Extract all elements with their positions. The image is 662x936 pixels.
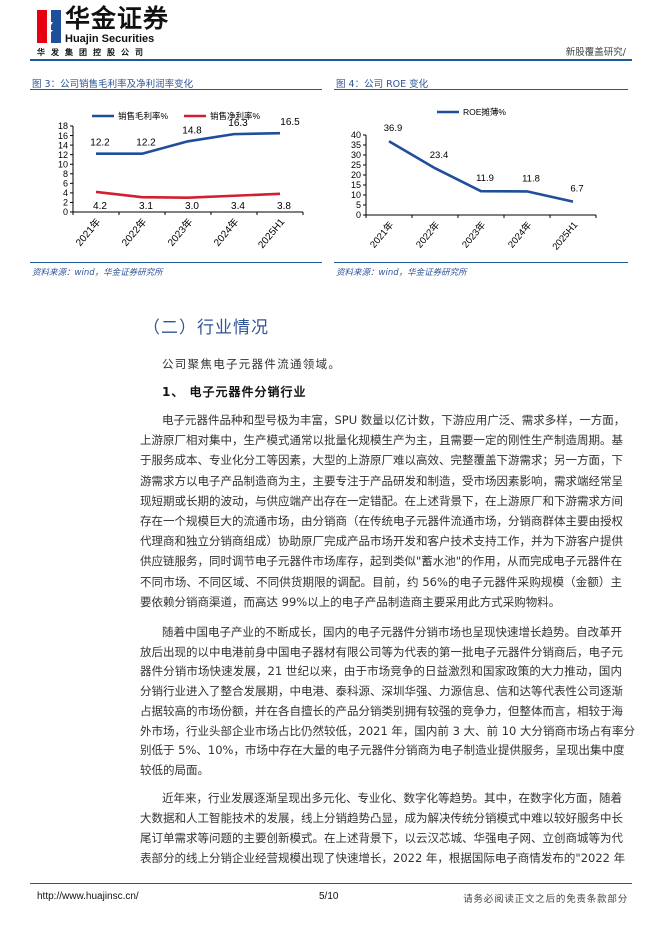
x-tick-label: 2022年 bbox=[119, 216, 150, 249]
figure-3-title: 图 3：公司销售毛利率及净利润率变化 bbox=[32, 79, 194, 90]
data-label: 12.2 bbox=[90, 138, 110, 149]
paragraph-line: 随着中国电子产业的不断成长，国内的电子元器件分销市场也呈现快速增长趋势。自改革开 bbox=[162, 625, 622, 639]
data-label: 3.4 bbox=[231, 201, 245, 212]
y-tick-label: 0 bbox=[356, 210, 361, 220]
paragraph-line: 尾订单需求等问题的主要创新模式。在上述背景下，以云汉芯城、华强电子网、立创商城等… bbox=[140, 831, 623, 845]
y-tick-label: 12 bbox=[58, 150, 68, 160]
data-label: 14.8 bbox=[182, 125, 202, 136]
paragraph-line: 要依赖分销商渠道，而高达 99%以上的电子产品制造商主要采用此方式采购物料。 bbox=[140, 594, 561, 609]
y-tick-label: 14 bbox=[58, 140, 68, 150]
huajin-logo-icon bbox=[37, 10, 61, 43]
x-tick-label: 2022年 bbox=[413, 219, 442, 251]
x-tick-label: 2025H1 bbox=[256, 217, 287, 251]
figure-3-source-rule bbox=[30, 262, 322, 263]
y-tick-label: 20 bbox=[351, 170, 361, 180]
data-label: 23.4 bbox=[430, 150, 449, 161]
data-label: 3.0 bbox=[185, 201, 199, 212]
y-tick-label: 4 bbox=[63, 188, 68, 198]
figure-4-title-rule bbox=[334, 89, 628, 90]
data-label: 11.8 bbox=[522, 173, 540, 184]
paragraph-line: 器件分销市场快速发展，21 世纪以来，由于市场竞争的日益激烈和国家政策的大力推动… bbox=[140, 664, 622, 679]
paragraph-line: 于服务成本、专业化分工等因素，大型的上游原厂难以高效、完整覆盖下游需求；另一方面… bbox=[140, 453, 623, 468]
brand-name-en: Huajin Securities bbox=[65, 33, 155, 45]
y-tick-label: 10 bbox=[351, 190, 361, 200]
paragraph-line: 电子元器件品种和型号极为丰富，SPU 数量以亿计数，下游应用广泛、需求多样，一方… bbox=[162, 413, 626, 427]
y-tick-label: 10 bbox=[58, 159, 68, 169]
footer-rule bbox=[30, 883, 632, 884]
brand-name-cn: 华金证券 bbox=[65, 4, 170, 33]
figure-3-source: 资料来源：wind，华金证券研究所 bbox=[32, 268, 163, 278]
x-tick-label: 2023年 bbox=[459, 219, 488, 251]
paragraph-line: 存在一个规模巨大的流通市场，由分销商（在传统电子元器件流通市场，分销商群体主要由… bbox=[140, 514, 623, 528]
data-label: 3.8 bbox=[277, 201, 291, 212]
paragraph-line: 大数据和人工智能技术的发展，线上分销趋势凸显，成为解决传统分销模式中难以较好服务… bbox=[140, 811, 623, 825]
y-tick-label: 30 bbox=[351, 150, 361, 160]
paragraph-line: 外市场，行业头部企业市场占比仍然较低，2021 年，国内前 3 大、前 10 大… bbox=[140, 723, 635, 738]
y-tick-label: 0 bbox=[63, 207, 68, 217]
section-intro: 公司聚焦电子元器件流通领域。 bbox=[162, 357, 342, 371]
data-label: 16.5 bbox=[280, 117, 300, 128]
data-label: 12.2 bbox=[136, 138, 156, 149]
y-tick-label: 15 bbox=[351, 180, 361, 190]
paragraph-line: 供应链服务，同时调节电子元器件市场库存，起到类似"蓄水池"的作用，从而完成电子元… bbox=[140, 554, 623, 569]
y-tick-label: 18 bbox=[58, 121, 68, 131]
paragraph-line: 不同市场、不同区域、不同供货期限的调配。目前，约 56%的电子元器件采购规模（金… bbox=[140, 574, 622, 589]
x-tick-label: 2023年 bbox=[165, 216, 196, 249]
y-tick-label: 8 bbox=[63, 169, 68, 179]
y-tick-label: 6 bbox=[63, 179, 68, 189]
data-label: 4.2 bbox=[93, 201, 107, 212]
paragraph-line: 分销行业进入了整合发展期，中电港、泰科源、深圳华强、力源信息、信和达等代表性公司… bbox=[140, 684, 623, 699]
paragraph-line: 现短期或长期的波动，与供应端产出存在一定错配。在上述背景下，在上游原厂和下游需求… bbox=[140, 493, 623, 508]
y-tick-label: 2 bbox=[63, 198, 68, 208]
paragraph-line: 表部分的线上分销企业经营规模出现了快速增长，2022 年，根据国际电子商情发布的… bbox=[140, 851, 626, 865]
report-type: 新股覆盖研究/ bbox=[565, 47, 626, 58]
data-label: 16.3 bbox=[228, 118, 248, 129]
section-heading: （二）行业情况 bbox=[143, 318, 269, 338]
figure-4-title: 图 4：公司 ROE 变化 bbox=[336, 79, 429, 90]
figure-4-source: 资料来源：wind，华金证券研究所 bbox=[336, 268, 467, 278]
paragraph-line: 较低的局面。 bbox=[140, 762, 209, 777]
y-tick-label: 40 bbox=[351, 130, 361, 140]
series-line bbox=[388, 140, 574, 203]
x-tick-label: 2024年 bbox=[505, 219, 534, 251]
brand-group: 华发集团控股公司 bbox=[37, 48, 149, 57]
paragraph-line: 近年来，行业发展逐渐呈现出多元化、专业化、数字化等趋势。其中，在数字化方面，随着 bbox=[162, 791, 622, 805]
y-tick-label: 5 bbox=[356, 200, 361, 210]
paragraph-line: 游需求方以电子产品制造商为主，主要专注于产品研发和制造，受市场因素影响，需求端经… bbox=[140, 473, 623, 488]
footer-url[interactable]: http://www.huajinsc.cn/ bbox=[37, 891, 139, 902]
y-tick-label: 25 bbox=[351, 160, 361, 170]
footer-disclaimer: 请务必阅读正文之后的免责条款部分 bbox=[463, 894, 628, 905]
data-label: 36.9 bbox=[384, 123, 403, 134]
series-line bbox=[95, 190, 281, 199]
paragraph-line: 代理商和独立分销商组成）协助原厂完成产品市场开发和客户技术支持工作，并为下游客户… bbox=[140, 534, 623, 549]
legend-label: ROE摊薄% bbox=[463, 107, 506, 117]
data-label: 3.1 bbox=[139, 201, 153, 212]
x-tick-label: 2021年 bbox=[73, 216, 104, 249]
paragraph-line: 别低于 5%、10%，市场中存在大量的电子元器件分销商为电子制造业提供服务，呈现… bbox=[140, 743, 625, 758]
subsection-heading: 1、 电子元器件分销行业 bbox=[162, 385, 307, 399]
x-tick-label: 2021年 bbox=[367, 219, 396, 251]
x-tick-label: 2025H1 bbox=[550, 220, 580, 253]
y-tick-label: 16 bbox=[58, 131, 68, 141]
legend-label: 销售毛利率% bbox=[118, 111, 169, 121]
paragraph-line: 放后出现的以中电港前身中国电子器材有限公司等为代表的第一批电子元器件分销商后，电… bbox=[140, 644, 623, 659]
data-label: 11.9 bbox=[476, 173, 494, 184]
data-label: 6.7 bbox=[570, 184, 583, 195]
paragraph-line: 占据较高的市场份额，并在各自擅长的产品分销类别拥有较强的竞争力，但整体而言，相较… bbox=[140, 703, 623, 718]
figure-4-source-rule bbox=[334, 262, 628, 263]
header-rule bbox=[30, 59, 632, 61]
figure-3-title-rule bbox=[30, 89, 322, 90]
paragraph-line: 上游原厂相对集中，生产模式通常以批量化规模生产为主，且需要一定的刚性生产制造周期… bbox=[140, 433, 623, 448]
legend-label: 销售净利率% bbox=[210, 111, 261, 121]
x-tick-label: 2024年 bbox=[211, 216, 242, 249]
page-number: 5/10 bbox=[319, 891, 339, 902]
y-tick-label: 35 bbox=[351, 140, 361, 150]
